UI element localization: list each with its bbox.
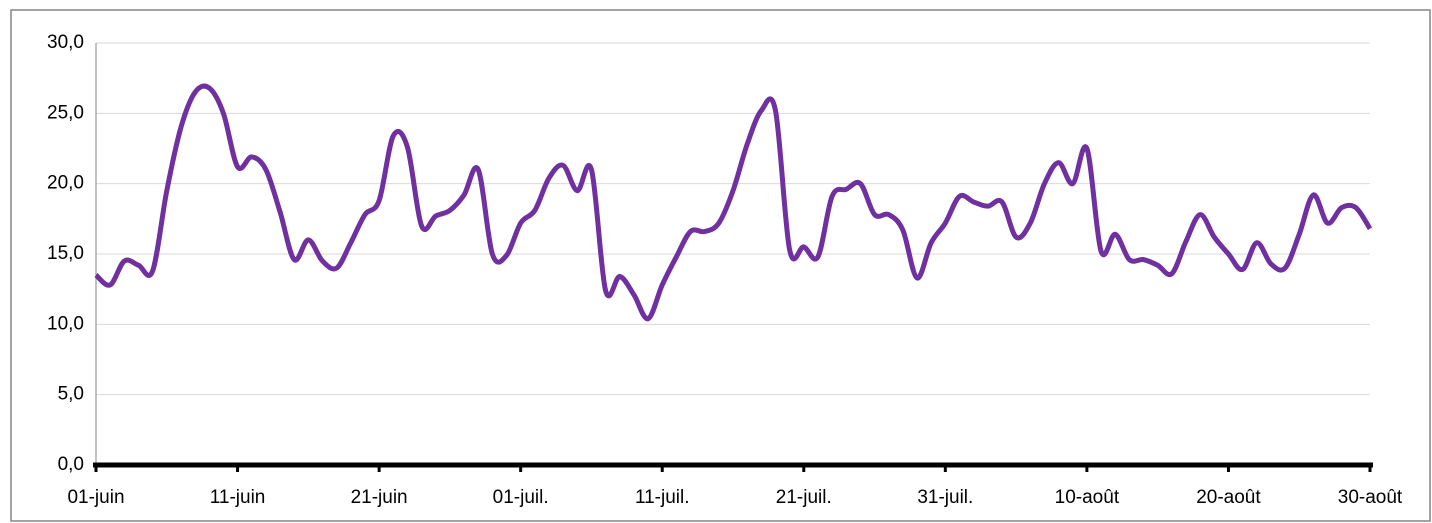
y-tick-label: 0,0	[58, 454, 84, 475]
y-tick-label: 25,0	[47, 102, 84, 123]
y-tick-label: 15,0	[47, 243, 84, 264]
x-tick-label: 20-août	[1196, 487, 1261, 508]
chart-frame	[10, 9, 1431, 522]
x-tick-label: 11-juin	[210, 487, 266, 508]
x-tick-label: 21-juil.	[776, 487, 832, 508]
x-tick-label: 10-août	[1055, 487, 1120, 508]
x-tick-label: 01-juil.	[493, 487, 549, 508]
x-tick-label: 30-août	[1338, 487, 1403, 508]
x-tick-label: 01-juin	[67, 487, 124, 508]
x-tick-label: 31-juil.	[917, 487, 973, 508]
y-tick-label: 20,0	[47, 173, 84, 194]
data-line	[94, 83, 1373, 322]
y-tick-label: 30,0	[47, 32, 84, 53]
x-tick-label: 11-juil.	[635, 487, 690, 508]
y-tick-label: 10,0	[47, 313, 84, 334]
y-tick-label: 5,0	[58, 384, 84, 405]
x-tick-label: 21-juin	[351, 487, 408, 508]
